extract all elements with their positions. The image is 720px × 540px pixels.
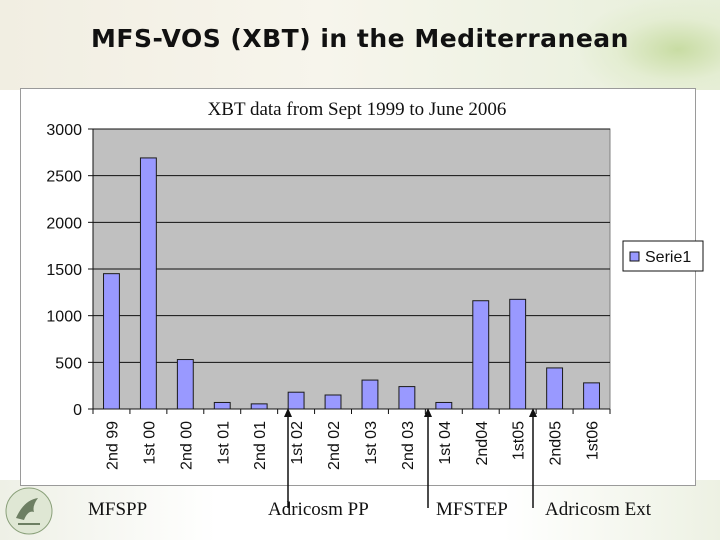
bar [213,401,231,410]
bar [361,379,379,410]
slide-title: MFS-VOS (XBT) in the Mediterranean [91,24,629,53]
x-tick-label: 1st05 [511,421,528,460]
annotation-label-mfspp: MFSPP [88,499,148,520]
annotation-label-adricosm-ext: Adricosm Ext [545,499,652,520]
y-tick-label: 2000 [46,215,82,232]
bar [103,273,120,410]
bar [250,403,268,410]
bar [546,367,564,410]
x-tick-label: 2nd 02 [326,421,343,470]
x-tick-label: 2nd 99 [104,421,121,470]
bar [583,382,600,410]
bird-logo-icon [5,487,53,535]
y-tick-label: 500 [55,355,82,372]
x-tick-label: 2nd04 [474,421,491,466]
y-tick-label: 1500 [46,262,82,279]
x-tick-label: 1st 02 [289,421,306,465]
y-tick-label: 3000 [46,122,82,139]
x-tick-label: 1st 03 [363,421,380,465]
bottom-decoration [0,480,720,540]
annotation-label-mfstep: MFSTEP [436,499,508,520]
legend-label: Serie1 [645,249,691,266]
bar [176,359,194,410]
y-tick-label: 2500 [46,169,82,186]
bar [287,391,305,410]
bar [509,298,527,410]
x-tick-label: 1st06 [585,421,602,460]
y-tick-label: 1000 [46,309,82,326]
x-tick-label: 2nd 03 [400,421,417,470]
legend-swatch [629,251,640,262]
bar [139,157,157,410]
x-tick-label: 2nd 01 [252,421,269,470]
x-tick-label: 1st 04 [437,421,454,465]
arrow-head-icon [529,408,537,417]
annotation-label-adricosm-pp: Adricosm PP [268,499,369,520]
y-tick-label: 0 [73,402,82,419]
arrow-head-icon [424,408,432,417]
arrow-head-icon [284,408,292,417]
x-tick-label: 2nd 00 [178,421,195,470]
bar [398,386,416,410]
chart-title: XBT data from Sept 1999 to June 2006 [208,99,507,120]
bar [324,394,342,410]
bar [435,401,453,410]
x-tick-label: 1st 00 [141,421,158,465]
leaf-decoration [580,0,720,90]
bar [472,300,490,410]
x-tick-label: 1st 01 [215,421,232,465]
x-tick-label: 2nd05 [548,421,565,466]
